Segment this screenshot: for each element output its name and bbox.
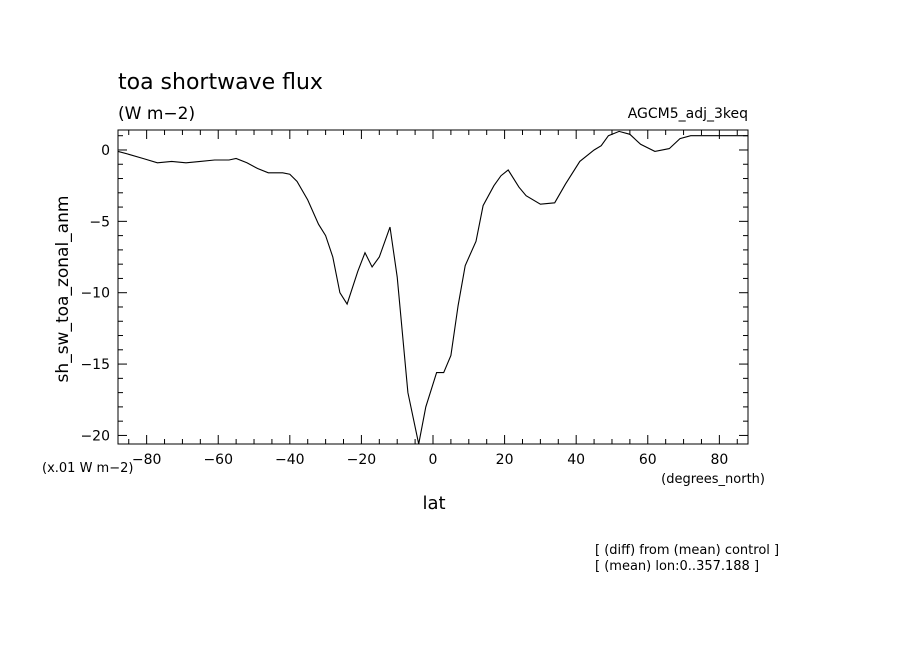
y-tick-label: −15 [80,357,110,373]
x-axis-label: lat [422,493,445,514]
x-units-label: (degrees_north) [661,472,765,487]
y-tick-label: −10 [80,286,110,302]
x-tick-label: −80 [132,452,162,468]
axes [117,129,749,445]
dataset-label: AGCM5_adj_3keq [628,106,748,122]
x-tick-label: 40 [567,452,585,468]
annotation-mean-lon: [ (mean) lon:0..357.188 ] [595,559,759,574]
y-scale-label: (x.01 W m−2) [42,461,133,476]
x-tick-label: 0 [429,452,438,468]
y-tick-label: −5 [89,214,110,230]
tick-labels: −80 −60 −40 −20 0 20 40 60 80 0 −5 −10 −15 −20 [80,143,728,468]
x-tick-label: −20 [347,452,377,468]
annotation-diff: [ (diff) from (mean) control ] [595,543,779,558]
x-tick-label: −40 [275,452,305,468]
x-tick-label: 20 [496,452,514,468]
series-line-0 [118,130,748,444]
units-label: (W m−2) [118,104,195,124]
x-tick-label: −60 [203,452,233,468]
x-tick-label: 60 [639,452,657,468]
plot-frame [117,129,749,445]
y-tick-label: −20 [80,428,110,444]
chart-title: toa shortwave flux [118,70,323,95]
y-tick-label: 0 [101,143,110,159]
y-axis-label: sh_sw_toa_zonal_anm [53,196,73,383]
data-series [118,130,748,444]
x-tick-label: 80 [710,452,728,468]
